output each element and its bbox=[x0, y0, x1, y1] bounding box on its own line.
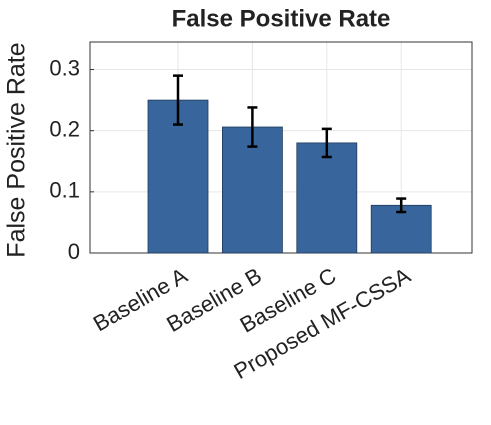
bar bbox=[221, 126, 283, 254]
y-tick-label: 0 bbox=[68, 239, 80, 264]
error-bar bbox=[396, 197, 407, 214]
y-tick-label: 0.1 bbox=[49, 178, 80, 203]
y-tick-label: 0.3 bbox=[49, 55, 80, 80]
error-bar bbox=[247, 106, 258, 148]
y-axis-label: False Positive Rate bbox=[3, 42, 31, 257]
chart-title: False Positive Rate bbox=[172, 5, 391, 32]
y-tick-label: 0.2 bbox=[49, 116, 80, 141]
error-bar bbox=[321, 127, 332, 159]
bar bbox=[296, 142, 358, 254]
error-bar bbox=[173, 74, 183, 126]
